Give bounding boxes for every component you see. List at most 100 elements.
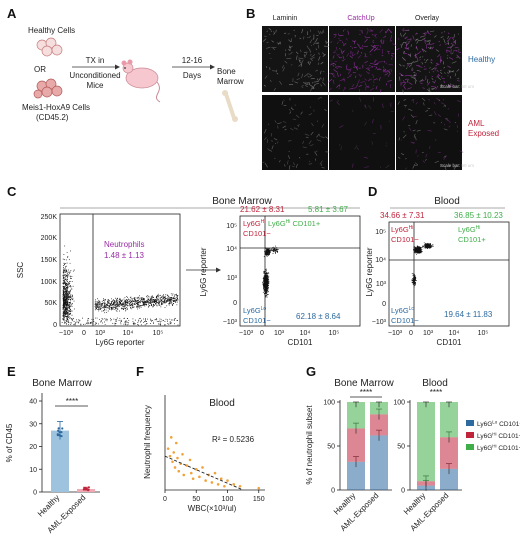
event-dot	[65, 322, 67, 324]
event-dot	[62, 258, 64, 260]
event-dot	[63, 277, 65, 279]
event-dot	[177, 295, 179, 296]
event-dot	[115, 297, 116, 299]
event-dot	[140, 306, 142, 308]
event-dot	[170, 302, 172, 304]
event-dot	[132, 300, 134, 302]
event-dot	[66, 323, 68, 325]
event-dot	[84, 323, 86, 325]
event-dot	[127, 296, 128, 298]
event-dot	[105, 304, 107, 306]
tissue-fiber	[407, 54, 411, 57]
event-dot	[71, 275, 73, 277]
event-dot	[415, 282, 417, 284]
event-dot	[120, 300, 122, 302]
event-dot	[107, 300, 109, 302]
tissue-fiber	[336, 53, 338, 55]
e-data-point	[87, 488, 90, 491]
event-dot	[275, 247, 277, 249]
event-dot	[156, 305, 158, 307]
bone-marrow-label-2: Marrow	[217, 77, 244, 86]
event-dot	[264, 293, 265, 295]
event-dot	[424, 245, 426, 247]
event-dot	[427, 244, 429, 246]
event-dot	[266, 278, 268, 280]
tissue-fiber	[356, 43, 360, 46]
event-dot	[415, 250, 417, 252]
event-dot	[68, 274, 70, 276]
tissue-fiber	[339, 78, 345, 82]
event-dot	[62, 317, 64, 319]
event-dot	[87, 320, 88, 322]
event-dot	[94, 306, 96, 307]
event-dot	[173, 301, 175, 302]
panel-b-microscopy: Laminin CatchUp Overlay Scale bar: 50 um…	[262, 15, 499, 171]
event-dot	[106, 320, 108, 322]
tissue-fiber	[432, 81, 435, 83]
tissue-fiber	[317, 44, 320, 49]
event-dot	[153, 296, 155, 298]
f-data-point	[226, 479, 229, 482]
event-dot	[152, 306, 154, 308]
tissue-fiber	[427, 81, 431, 86]
event-dot	[64, 309, 66, 311]
event-dot	[174, 318, 176, 319]
event-dot	[111, 300, 113, 302]
tissue-fiber	[376, 78, 379, 81]
tissue-fiber	[417, 155, 419, 157]
tissue-fiber	[310, 87, 313, 92]
event-dot	[62, 313, 64, 315]
event-dot	[130, 304, 131, 306]
tissue-fiber	[402, 116, 405, 121]
event-dot	[413, 274, 415, 275]
event-dot	[64, 275, 66, 277]
f-data-point	[232, 483, 236, 486]
tissue-fiber	[350, 45, 352, 48]
event-dot	[101, 305, 102, 307]
tissue-fiber	[419, 59, 421, 61]
tissue-fiber	[386, 70, 391, 74]
event-dot	[157, 323, 159, 325]
event-dot	[64, 287, 65, 289]
event-dot	[431, 246, 433, 247]
event-dot	[65, 266, 67, 268]
event-dot	[67, 320, 69, 322]
event-dot	[102, 302, 104, 304]
event-dot	[420, 252, 422, 254]
g-legend-hi-neg: Ly6GHi CD101−	[477, 432, 520, 441]
event-dot	[130, 296, 132, 298]
event-dot	[416, 248, 418, 250]
event-dot	[134, 298, 136, 300]
event-dot	[131, 298, 133, 300]
event-dot	[414, 274, 415, 275]
event-dot	[62, 315, 64, 317]
event-dot	[177, 319, 178, 321]
event-dot	[103, 298, 105, 300]
f-xtick-label: 50	[192, 496, 200, 503]
event-dot	[104, 324, 106, 325]
f-data-point	[166, 447, 170, 450]
event-dot	[115, 319, 117, 320]
event-dot	[96, 304, 98, 306]
event-dot	[99, 303, 101, 305]
event-dot	[120, 298, 122, 300]
tissue-fiber	[284, 128, 287, 131]
blood-q-top-left: 34.66 ± 7.31	[380, 211, 425, 220]
event-dot	[160, 320, 162, 322]
event-dot	[263, 288, 265, 290]
event-dot	[263, 282, 265, 284]
event-dot	[263, 272, 265, 274]
tissue-fiber	[313, 81, 319, 83]
blood-ytick-1: 10⁴	[375, 257, 386, 264]
e-ytick-label: 0	[33, 490, 37, 497]
event-dot	[123, 317, 125, 319]
event-dot	[62, 302, 64, 304]
event-dot	[138, 303, 139, 305]
g-ylabel: % of neutrophil subset	[305, 405, 314, 485]
event-dot	[138, 319, 140, 321]
event-dot	[174, 323, 175, 325]
event-dot	[121, 304, 123, 306]
event-dot	[146, 300, 148, 301]
event-dot	[169, 318, 171, 320]
tissue-fiber	[404, 47, 410, 50]
